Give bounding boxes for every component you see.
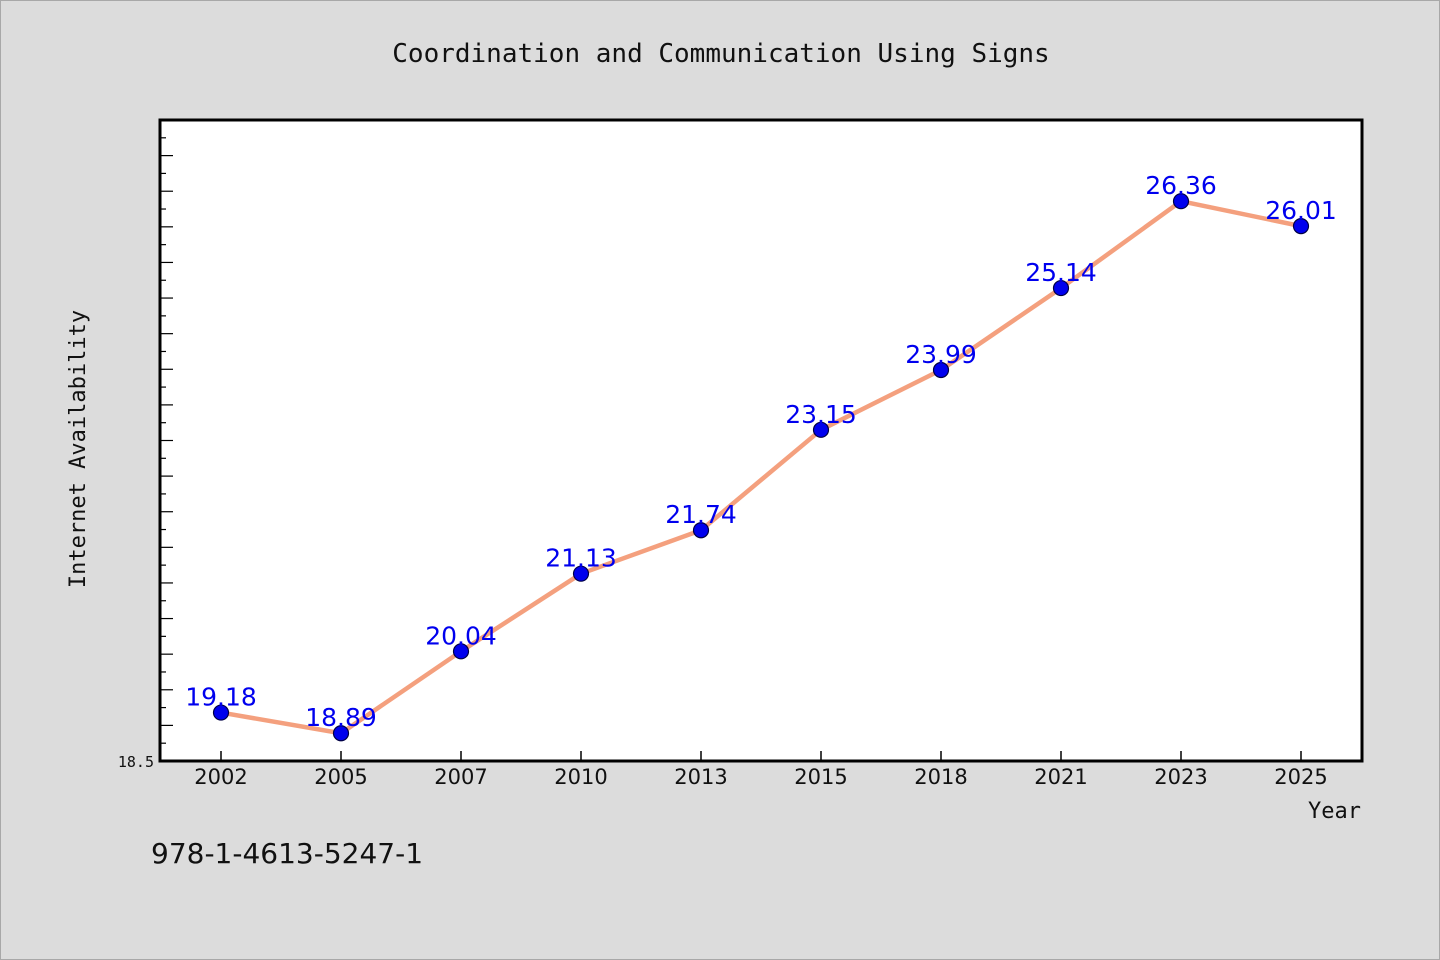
x-tick-label: 2018	[914, 765, 967, 789]
x-axis-ticks: 2002 2005 2007 2010 2013 2015 2018 2021 2023 2025	[194, 751, 1328, 789]
data-point	[332, 725, 350, 742]
data-point	[572, 565, 590, 582]
data-label: 26.01	[1265, 196, 1337, 225]
plot-area	[158, 118, 1364, 763]
x-axis-title: Year	[1308, 799, 1361, 824]
data-point	[932, 361, 950, 379]
data-label: 19.18	[185, 683, 257, 712]
x-tick-label: 2025	[1274, 765, 1327, 789]
data-label: 21.74	[665, 500, 737, 529]
series: 19.18 18.89 20.04 21.13 21.74 23.15 23.99 25.14…	[185, 171, 1337, 742]
data-label: 23.99	[905, 340, 977, 369]
x-tick-label: 2007	[434, 765, 487, 789]
chart-title: Coordination and Communication Using Sig…	[392, 39, 1049, 69]
y-axis-title: Internet Availability	[66, 310, 91, 588]
y-axis-ticks	[160, 119, 173, 762]
data-label: 20.04	[425, 621, 497, 650]
data-point	[812, 421, 830, 438]
x-tick-label: 2013	[674, 765, 727, 789]
data-label: 26.36	[1145, 171, 1217, 200]
x-tick-label: 2010	[554, 765, 607, 789]
data-point	[692, 522, 710, 539]
data-label: 18.89	[305, 703, 377, 732]
data-label: 25.14	[1025, 258, 1097, 287]
x-tick-label: 2023	[1154, 765, 1207, 789]
data-point	[452, 643, 470, 660]
data-label: 21.13	[545, 544, 617, 573]
x-tick-label: 2002	[194, 765, 247, 789]
x-tick-label: 2005	[314, 765, 367, 789]
data-point	[1052, 279, 1070, 297]
x-tick-label: 2015	[794, 765, 847, 789]
x-tick-label: 2021	[1034, 765, 1087, 789]
y-tick-label-min: 18.5	[118, 753, 154, 771]
isbn-footer: 978-1-4613-5247-1	[151, 837, 423, 870]
data-point	[1292, 218, 1310, 235]
data-point	[1172, 193, 1190, 210]
series-line	[218, 198, 1304, 736]
data-point	[212, 704, 230, 721]
data-label: 23.15	[785, 400, 857, 429]
